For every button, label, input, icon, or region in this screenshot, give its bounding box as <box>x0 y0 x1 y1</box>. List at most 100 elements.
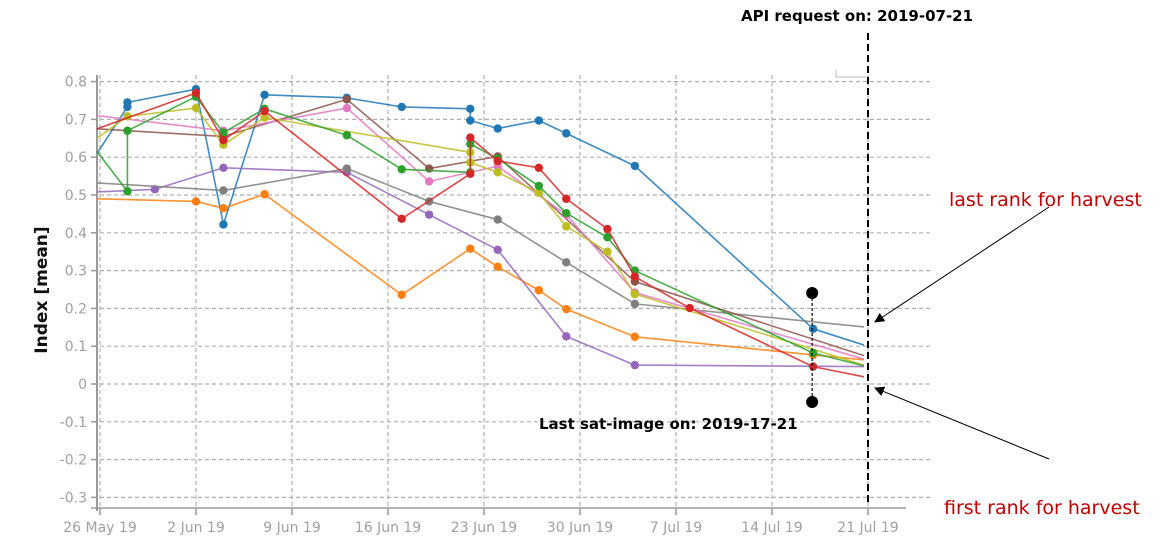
x-tick-label: 30 Jun 19 <box>547 520 613 536</box>
series-group <box>96 84 865 378</box>
x-tick-label: 9 Jun 19 <box>263 520 321 536</box>
x-tick-label: 14 Jul 19 <box>741 520 802 536</box>
data-point <box>630 161 640 171</box>
data-point <box>466 133 475 142</box>
y-tick-label: 0.7 <box>65 112 87 128</box>
y-tick-label: 0.2 <box>65 301 87 317</box>
data-point <box>630 289 640 299</box>
data-point <box>493 124 502 133</box>
data-point <box>562 332 571 341</box>
data-point <box>260 113 269 122</box>
series-line <box>96 193 865 361</box>
series-3 <box>96 164 865 328</box>
data-point <box>493 262 502 272</box>
data-point <box>808 348 818 358</box>
y-tick-label: 0.6 <box>65 150 87 166</box>
data-point <box>397 214 406 224</box>
series-line <box>96 107 865 360</box>
first-rank-arrow <box>874 386 1050 460</box>
x-tick-label: 2 Jun 19 <box>167 520 225 536</box>
data-point <box>219 163 228 172</box>
x-tick-label: 7 Jul 19 <box>650 520 703 536</box>
data-point <box>562 194 571 203</box>
data-point <box>562 208 571 218</box>
data-point <box>260 190 269 199</box>
data-point <box>562 258 571 267</box>
x-tick-label: 26 May 19 <box>63 520 136 536</box>
y-tick-label: -0.2 <box>60 453 87 469</box>
series-line <box>96 167 865 328</box>
data-point <box>630 360 640 370</box>
series-4 <box>96 95 865 357</box>
data-point <box>397 165 406 174</box>
data-point <box>123 126 132 135</box>
data-point <box>191 197 201 206</box>
data-point <box>493 245 502 255</box>
last-rank-arrow <box>874 206 1050 323</box>
data-point <box>466 116 475 125</box>
data-point <box>219 204 228 213</box>
x-tick-label: 23 Jun 19 <box>451 520 517 536</box>
data-point <box>260 90 269 100</box>
data-point <box>493 156 502 166</box>
data-point <box>219 128 228 137</box>
axes: 0.8 0.7 0.6 0.5 0.4 0.3 0.2 0.1 0 -0.1 -0.2 -0.3 26 … <box>60 70 906 536</box>
data-point <box>603 247 612 256</box>
range-bottom-dot <box>806 396 819 408</box>
data-point <box>562 304 571 314</box>
data-point <box>493 215 502 224</box>
data-point <box>534 286 544 295</box>
x-tick-label: 21 Jul 19 <box>837 520 898 536</box>
data-point <box>342 103 352 113</box>
y-tick-label: 0 <box>78 377 87 393</box>
series-1 <box>96 190 865 361</box>
data-point <box>630 332 640 341</box>
data-point <box>493 168 502 177</box>
data-point <box>260 106 269 116</box>
last-sat-image-label: Last sat-image on: 2019-17-21 <box>539 415 798 433</box>
data-point <box>534 163 544 172</box>
data-point <box>219 186 228 195</box>
data-point <box>534 181 544 191</box>
annotation-marks <box>806 33 1050 506</box>
y-tick-label: -0.1 <box>60 415 87 431</box>
corner-mark <box>835 70 868 78</box>
data-point <box>562 222 571 231</box>
data-point <box>191 103 201 113</box>
data-point <box>685 303 694 313</box>
first-rank-label: first rank for harvest <box>944 497 1140 519</box>
x-tick-label: 16 Jun 19 <box>355 520 421 536</box>
data-point <box>424 177 434 186</box>
series-line <box>96 98 865 357</box>
data-point <box>123 187 132 196</box>
last-rank-label: last rank for harvest <box>949 189 1142 211</box>
data-point <box>424 164 434 173</box>
data-point <box>397 290 406 299</box>
data-point <box>123 98 132 107</box>
data-point <box>466 244 475 253</box>
y-tick-label: 0.5 <box>65 188 87 204</box>
data-point <box>630 272 640 281</box>
api-request-label: API request on: 2019-07-21 <box>741 7 974 25</box>
data-point <box>397 102 406 112</box>
data-point <box>342 131 352 140</box>
data-point <box>466 169 475 179</box>
y-tick-label: 0.4 <box>65 226 87 242</box>
data-point <box>219 220 228 229</box>
data-point <box>808 324 818 334</box>
series-line <box>96 88 865 346</box>
data-point <box>534 188 544 197</box>
y-axis-label: Index [mean] <box>32 226 52 353</box>
series-8 <box>96 88 865 378</box>
data-point <box>342 95 352 104</box>
data-point <box>219 135 228 145</box>
data-point <box>603 233 612 242</box>
y-tick-label: 0.8 <box>65 75 87 91</box>
data-point <box>603 224 612 234</box>
range-top-dot <box>806 287 819 299</box>
data-point <box>534 116 544 125</box>
data-point <box>630 299 640 309</box>
data-point <box>466 104 475 114</box>
data-point <box>808 362 818 371</box>
